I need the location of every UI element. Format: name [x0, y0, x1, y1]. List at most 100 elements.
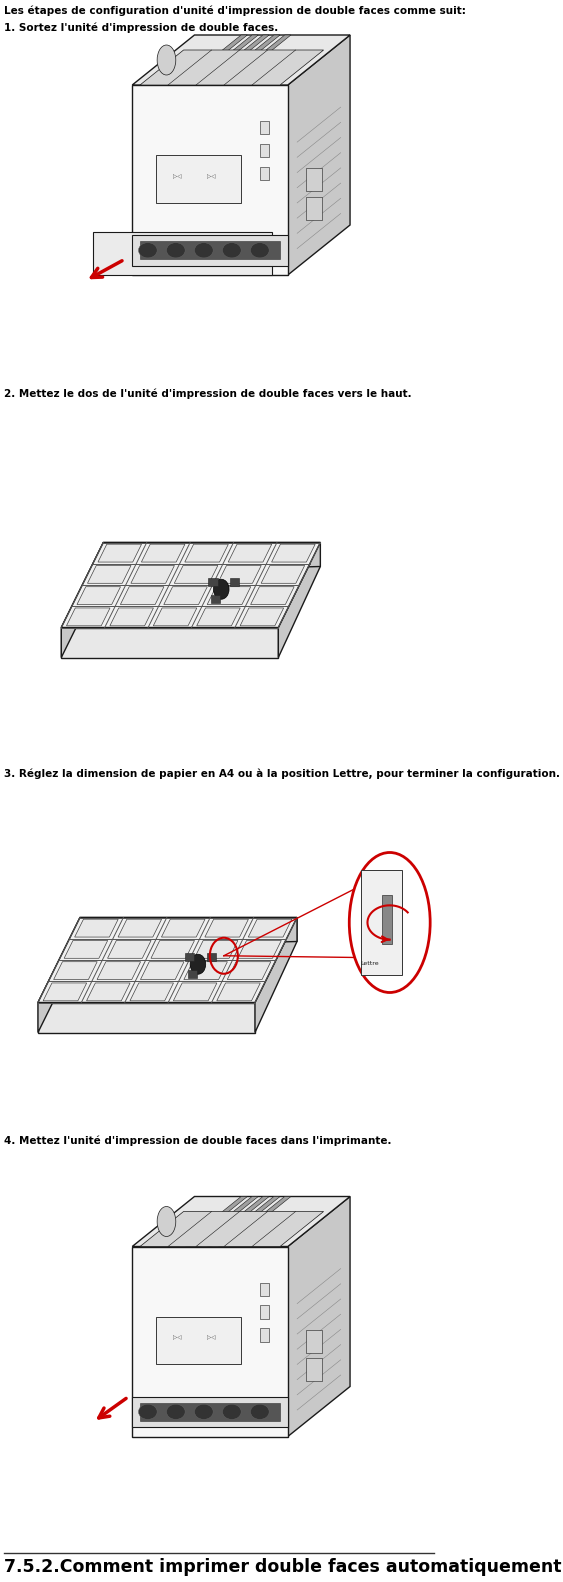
Ellipse shape: [157, 1207, 176, 1237]
Polygon shape: [227, 962, 271, 979]
Ellipse shape: [138, 242, 157, 258]
Polygon shape: [212, 1196, 280, 1247]
Polygon shape: [140, 962, 184, 979]
Polygon shape: [288, 1196, 350, 1436]
Polygon shape: [140, 1212, 324, 1247]
Bar: [207, 952, 216, 960]
Bar: [306, 1359, 322, 1381]
Polygon shape: [212, 35, 280, 85]
Polygon shape: [120, 587, 164, 604]
Ellipse shape: [349, 853, 430, 992]
Polygon shape: [38, 918, 80, 1033]
Polygon shape: [205, 919, 248, 937]
Polygon shape: [162, 919, 205, 937]
Bar: [155, 1316, 241, 1364]
Bar: [208, 577, 218, 585]
Polygon shape: [132, 1247, 288, 1436]
Polygon shape: [151, 940, 194, 959]
Polygon shape: [93, 233, 272, 275]
Polygon shape: [190, 1196, 258, 1247]
Ellipse shape: [251, 1405, 269, 1419]
Bar: [185, 952, 194, 960]
Polygon shape: [153, 607, 197, 626]
Text: 3. Réglez la dimension de papier en A4 ou à la position Lettre, pour terminer la: 3. Réglez la dimension de papier en A4 o…: [4, 767, 560, 778]
Polygon shape: [118, 919, 162, 937]
Ellipse shape: [167, 1405, 185, 1419]
Text: ▷◁: ▷◁: [207, 1335, 216, 1340]
Ellipse shape: [157, 44, 176, 74]
Polygon shape: [43, 982, 87, 1001]
Bar: [306, 1330, 322, 1353]
Polygon shape: [87, 982, 130, 1001]
Polygon shape: [173, 982, 217, 1001]
Polygon shape: [131, 565, 175, 584]
Bar: [306, 168, 322, 191]
Polygon shape: [108, 940, 151, 959]
Polygon shape: [61, 543, 103, 658]
Polygon shape: [75, 919, 118, 937]
Bar: [155, 155, 241, 202]
Polygon shape: [175, 565, 218, 584]
Polygon shape: [38, 1003, 255, 1033]
Polygon shape: [179, 1196, 247, 1247]
Polygon shape: [218, 565, 261, 584]
Polygon shape: [251, 587, 294, 604]
Polygon shape: [179, 35, 247, 85]
Bar: [260, 1283, 269, 1296]
Polygon shape: [240, 607, 284, 626]
Polygon shape: [196, 607, 240, 626]
Polygon shape: [140, 1403, 280, 1421]
Polygon shape: [141, 544, 185, 562]
Polygon shape: [271, 544, 315, 562]
Polygon shape: [190, 35, 258, 85]
Bar: [260, 166, 269, 180]
Text: ▷◁: ▷◁: [173, 174, 181, 179]
Polygon shape: [110, 607, 154, 626]
Polygon shape: [132, 35, 350, 85]
Bar: [260, 122, 269, 134]
Ellipse shape: [222, 1405, 241, 1419]
Polygon shape: [248, 919, 292, 937]
Text: 4. Mettez l'unité d'impression de double faces dans l'imprimante.: 4. Mettez l'unité d'impression de double…: [4, 1134, 391, 1145]
Polygon shape: [228, 544, 272, 562]
Polygon shape: [200, 1196, 269, 1247]
Polygon shape: [140, 240, 280, 259]
Polygon shape: [132, 85, 288, 275]
Polygon shape: [184, 962, 227, 979]
Polygon shape: [132, 1397, 288, 1427]
Bar: [260, 1305, 269, 1319]
Ellipse shape: [194, 1405, 213, 1419]
Polygon shape: [255, 918, 297, 1033]
Polygon shape: [87, 565, 131, 584]
Text: 1. Sortez l'unité d'impression de double faces.: 1. Sortez l'unité d'impression de double…: [4, 22, 278, 33]
Polygon shape: [261, 565, 305, 584]
Polygon shape: [38, 918, 297, 1003]
Polygon shape: [222, 1196, 291, 1247]
Bar: [187, 970, 197, 978]
Bar: [361, 870, 402, 975]
Polygon shape: [200, 35, 269, 85]
Polygon shape: [66, 607, 110, 626]
Text: ▷◁: ▷◁: [207, 174, 216, 179]
Circle shape: [190, 954, 205, 975]
Polygon shape: [61, 628, 278, 658]
Polygon shape: [278, 543, 320, 658]
Polygon shape: [140, 51, 324, 85]
Bar: [211, 595, 220, 603]
Ellipse shape: [251, 242, 269, 258]
Polygon shape: [98, 544, 141, 562]
Text: 7.5.2.Comment imprimer double faces automatiquement: 7.5.2.Comment imprimer double faces auto…: [4, 1558, 561, 1576]
Polygon shape: [194, 940, 238, 959]
Polygon shape: [53, 962, 97, 979]
Polygon shape: [132, 1196, 350, 1247]
Text: ▷◁: ▷◁: [173, 1335, 181, 1340]
Polygon shape: [185, 544, 229, 562]
Ellipse shape: [222, 242, 241, 258]
Polygon shape: [132, 236, 288, 266]
Text: Les étapes de configuration d'unité d'impression de double faces comme suit:: Les étapes de configuration d'unité d'im…: [4, 5, 466, 16]
Bar: [260, 1329, 269, 1342]
Polygon shape: [288, 35, 350, 275]
Bar: [306, 196, 322, 220]
Polygon shape: [80, 918, 297, 948]
Polygon shape: [103, 543, 320, 573]
